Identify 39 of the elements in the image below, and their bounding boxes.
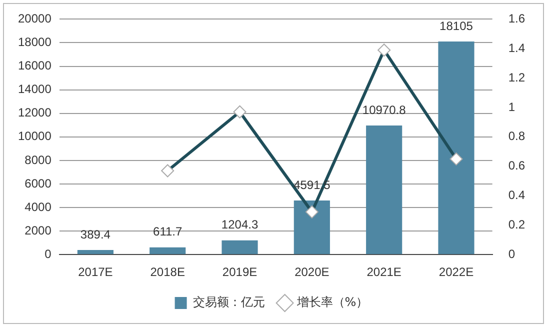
bar — [438, 42, 474, 254]
x-tick-label: 2017E — [78, 265, 113, 280]
data-label: 611.7 — [153, 224, 182, 239]
x-tick-label: 2019E — [222, 265, 258, 280]
y2-tick-label: 1.4 — [508, 40, 526, 55]
y2-tick-label: 1.6 — [508, 12, 526, 26]
bar — [150, 247, 186, 254]
y-tick-label: 8000 — [24, 152, 52, 167]
data-label: 389.4 — [80, 227, 111, 242]
y2-tick-label: 0.6 — [508, 158, 526, 173]
legend-label: 增长率（%） — [296, 295, 368, 310]
bar — [222, 240, 258, 254]
y-tick-label: 14000 — [18, 82, 52, 96]
y-tick-label: 0 — [44, 246, 52, 261]
y-tick-label: 10000 — [18, 129, 52, 144]
y2-tick-label: 1.2 — [508, 70, 526, 84]
y-tick-label: 18000 — [18, 35, 52, 50]
data-label: 10970.8 — [362, 102, 406, 117]
y-tick-label: 6000 — [24, 176, 52, 190]
x-tick-label: 2022E — [438, 265, 474, 280]
bar — [77, 250, 114, 254]
y2-tick-label: 0.8 — [508, 129, 526, 144]
data-label: 18105 — [440, 18, 474, 33]
bar — [366, 125, 402, 254]
y-tick-label: 20000 — [18, 12, 52, 26]
y2-tick-label: 0.2 — [508, 217, 526, 232]
y2-tick-label: 0.4 — [508, 188, 526, 202]
y-tick-label: 2000 — [24, 223, 52, 238]
legend-label: 交易额：亿元 — [192, 295, 265, 310]
x-tick-label: 2020E — [294, 265, 330, 280]
y2-tick-label: 1 — [508, 100, 516, 114]
bar — [294, 200, 330, 254]
y-tick-label: 16000 — [18, 58, 52, 73]
y-tick-label: 12000 — [18, 106, 52, 120]
data-label: 1204.3 — [221, 218, 258, 232]
y-tick-label: 4000 — [24, 200, 52, 214]
x-tick-label: 2018E — [150, 265, 185, 280]
y2-tick-label: 0 — [508, 246, 516, 261]
x-tick-label: 2021E — [366, 265, 402, 280]
